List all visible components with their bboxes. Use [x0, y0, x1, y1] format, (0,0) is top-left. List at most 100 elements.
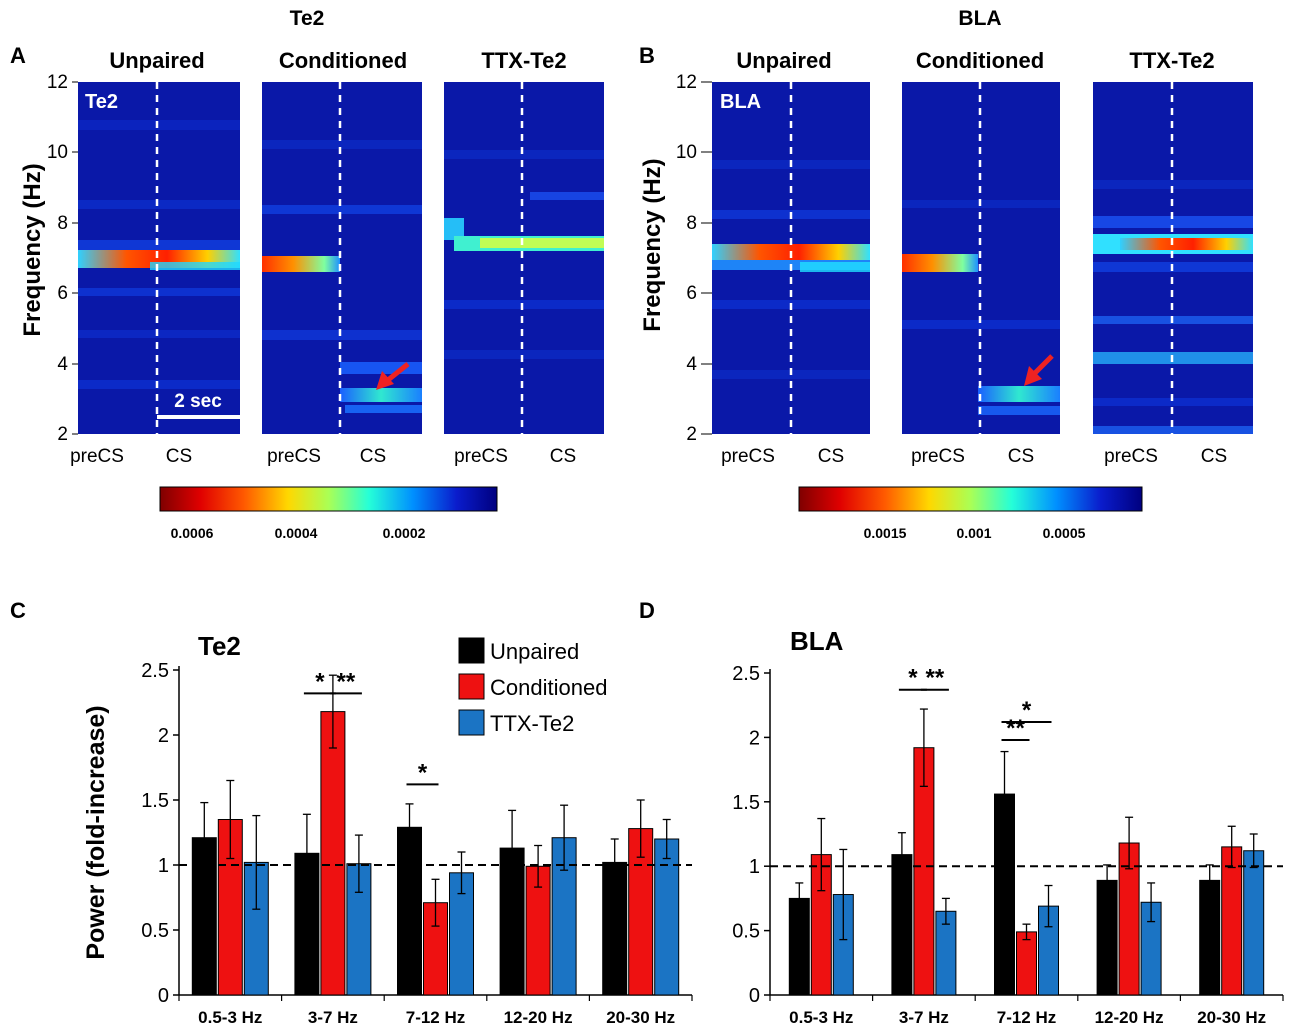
- y-tick-label: 4: [57, 354, 68, 375]
- heatmap-stripe: [262, 330, 422, 340]
- x-tick-label: 12-20 Hz: [1095, 1008, 1164, 1027]
- heatmap-b-unpaired: Unpaired BLA preCS CS: [712, 48, 870, 467]
- bar: [1199, 879, 1221, 996]
- arrow-shaft: [386, 362, 410, 382]
- panel-b-letter: B: [639, 43, 655, 68]
- panel-b-region-title: BLA: [958, 7, 1001, 30]
- heatmap-a-unpaired: Unpaired Te2 2 sec preCS CS: [70, 48, 240, 467]
- significance-marker: *: [908, 665, 918, 692]
- heatmap-stripe: [262, 205, 422, 214]
- y-tick-label: 6: [686, 283, 697, 304]
- x-tick-label: 0.5-3 Hz: [789, 1008, 853, 1027]
- panel-d-letter: D: [639, 598, 655, 623]
- significance-marker: **: [1006, 715, 1025, 742]
- significance-marker: *: [315, 668, 325, 695]
- x-label-cs: CS: [550, 446, 576, 467]
- heatmap-cs-band: [978, 406, 1060, 415]
- y-tick-label: 8: [686, 213, 697, 234]
- panel-a-letter: A: [10, 43, 26, 68]
- heatmap-onset-band: [444, 218, 464, 240]
- heatmap-inset-label: Te2: [85, 91, 118, 113]
- heatmap-cs-band: [340, 362, 422, 374]
- x-tick-label: 3-7 Hz: [899, 1008, 949, 1027]
- heatmap-band-fringe: [800, 262, 870, 272]
- x-label-cs: CS: [166, 446, 192, 467]
- heatmap-band-fringe: [150, 262, 240, 270]
- bar: [1096, 879, 1118, 996]
- heatmap-b-conditioned: Conditioned preCS CS: [902, 48, 1060, 467]
- x-tick-label: 12-20 Hz: [504, 1008, 573, 1027]
- bar-chart-te2: Te2 Power (fold-increase) 0 0.5 1 1.5 2 2.5 0.5-…: [82, 631, 693, 1027]
- legend-label: Unpaired: [490, 639, 579, 664]
- bar: [1243, 850, 1265, 996]
- arrow-icon: [376, 371, 394, 390]
- y-tick-label: 2: [158, 725, 169, 747]
- chart-title: BLA: [790, 626, 844, 656]
- x-label-cs: CS: [360, 446, 386, 467]
- heatmap-stripe: [78, 200, 240, 209]
- x-label-cs: CS: [1008, 446, 1034, 467]
- heatmap-stripe: [78, 288, 240, 296]
- heatmap-title: Unpaired: [109, 48, 204, 73]
- heatmap-dominant-band-core: [1120, 238, 1253, 250]
- heatmap-stripe: [902, 320, 1060, 329]
- bar: [654, 838, 680, 996]
- y-tick-label: 2: [749, 727, 760, 749]
- y-tick-label: 12: [676, 72, 697, 93]
- y-tick-label: 0: [158, 985, 169, 1007]
- colorbar-tick: 0.0004: [275, 525, 318, 541]
- colorbar-tick: 0.0002: [383, 525, 426, 541]
- legend-swatch: [458, 637, 485, 664]
- colorbar-tick: 0.0015: [864, 525, 907, 541]
- heatmap-stripe: [1093, 426, 1253, 434]
- heatmap-stripe: [1093, 398, 1253, 406]
- panel-a-y-ticks: 12 10 8 6 4 2: [47, 72, 78, 445]
- x-label-precs: preCS: [721, 446, 775, 467]
- y-tick-label: 0: [749, 985, 760, 1007]
- heatmap-stripe: [1093, 180, 1253, 189]
- legend-label: TTX-Te2: [490, 711, 574, 736]
- y-tick-label: 1: [158, 855, 169, 877]
- scalebar-label: 2 sec: [174, 391, 222, 412]
- heatmap-a-ttx: TTX-Te2 preCS CS: [444, 48, 604, 467]
- y-tick-label: 10: [47, 142, 68, 163]
- panel-a: A Te2 Frequency (Hz) 12 10 8 6 4 2 Unpai…: [10, 7, 604, 541]
- panel-b-y-ticks: 12 10 8 6 4 2: [676, 72, 712, 445]
- y-tick-label: 1.5: [732, 792, 760, 814]
- y-tick-label: 2.5: [732, 663, 760, 685]
- arrow-icon: [1024, 366, 1042, 386]
- colorbar-a: 0.0006 0.0004 0.0002: [159, 486, 498, 541]
- heatmap-cs-band: [345, 405, 422, 413]
- panel-b: B BLA Frequency (Hz) 12 10 8 6 4 2 Unpai…: [639, 7, 1253, 541]
- heatmap-b-ttx: TTX-Te2 preCS CS: [1093, 48, 1253, 467]
- heatmap-a-conditioned: Conditioned preCS CS: [262, 48, 422, 467]
- x-tick-label: 7-12 Hz: [997, 1008, 1057, 1027]
- colorbar-tick: 0.0005: [1043, 525, 1086, 541]
- heatmap-title: TTX-Te2: [481, 48, 566, 73]
- heatmap-title: Unpaired: [736, 48, 831, 73]
- legend-label: Conditioned: [490, 675, 607, 700]
- colorbar-b: 0.0015 0.001 0.0005: [798, 486, 1143, 541]
- panel-b-y-label: Frequency (Hz): [639, 158, 666, 331]
- significance-marker: *: [418, 759, 428, 786]
- heatmap-background: [444, 82, 604, 434]
- x-label-cs: CS: [818, 446, 844, 467]
- heatmap-dominant-band: [902, 254, 978, 272]
- colorbar-tick: 0.001: [956, 525, 991, 541]
- y-tick-label: 8: [57, 213, 68, 234]
- heatmap-dominant-band: [262, 256, 340, 272]
- legend-swatch: [458, 709, 485, 736]
- heatmap-inset-label: BLA: [720, 91, 761, 113]
- significance-marker: **: [926, 665, 945, 692]
- y-tick-label: 2: [686, 424, 697, 445]
- bar: [397, 826, 422, 996]
- y-tick-label: 10: [676, 142, 697, 163]
- heatmap-cs-band: [978, 386, 1060, 402]
- y-axis-label: Power (fold-increase): [82, 705, 110, 959]
- y-tick-label: 1.5: [141, 790, 169, 812]
- legend-swatch: [458, 673, 485, 700]
- x-tick-label: 20-30 Hz: [606, 1008, 675, 1027]
- x-label-precs: preCS: [70, 446, 124, 467]
- bar: [1016, 931, 1037, 996]
